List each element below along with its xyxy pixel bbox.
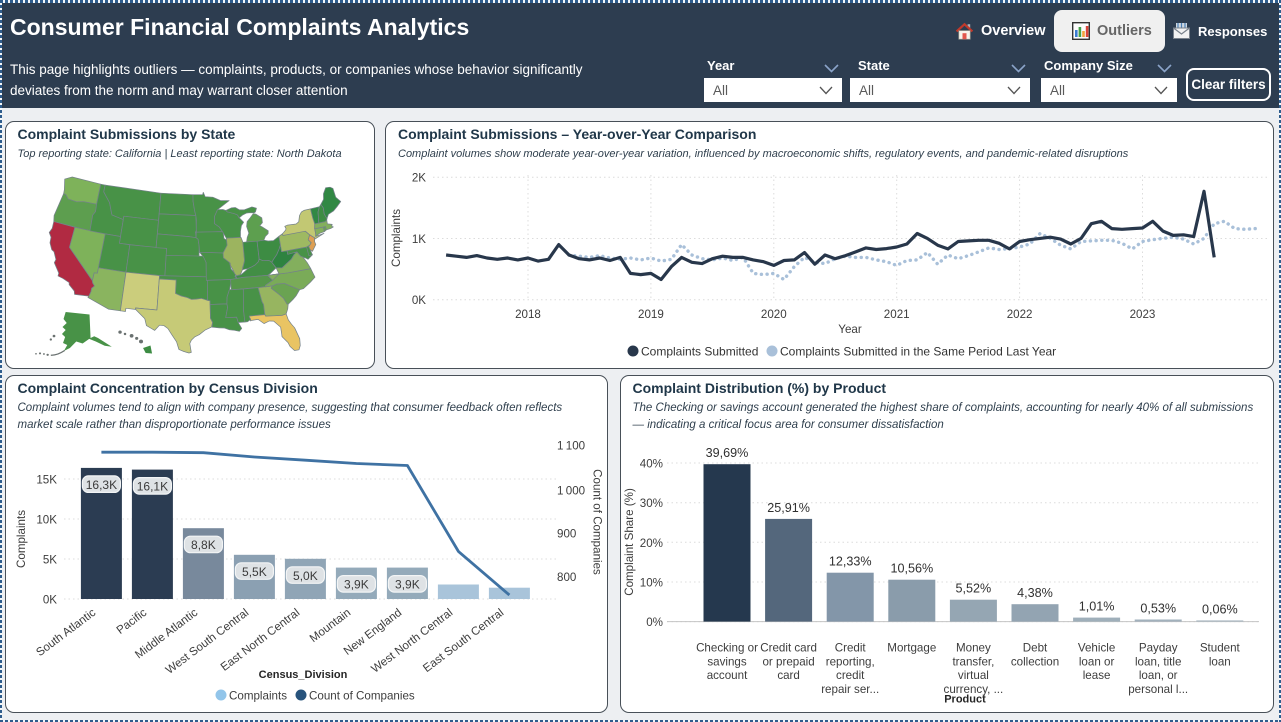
svg-text:personal l...: personal l... [1128, 682, 1188, 695]
svg-text:collection: collection [1011, 655, 1059, 668]
svg-text:10K: 10K [36, 513, 57, 526]
svg-text:40%: 40% [640, 457, 663, 470]
svg-text:20%: 20% [640, 536, 663, 549]
svg-text:30%: 30% [640, 497, 663, 510]
svg-text:reporting,: reporting, [826, 655, 875, 668]
svg-text:12,33%: 12,33% [829, 554, 872, 568]
svg-text:0K: 0K [412, 294, 426, 307]
svg-text:Year: Year [838, 323, 862, 336]
svg-text:10%: 10% [640, 576, 663, 589]
svg-text:Vehicle: Vehicle [1078, 641, 1115, 654]
svg-text:Credit: Credit [835, 641, 867, 654]
svg-text:Complaints: Complaints [15, 509, 28, 567]
svg-text:account: account [707, 669, 748, 682]
svg-text:card: card [777, 669, 800, 682]
svg-text:16,1K: 16,1K [137, 479, 168, 493]
svg-text:Complaints: Complaints [229, 689, 287, 702]
svg-text:Checking or: Checking or [696, 641, 758, 654]
svg-text:3,9K: 3,9K [344, 577, 369, 591]
svg-text:25,91%: 25,91% [767, 500, 810, 514]
svg-text:8,8K: 8,8K [191, 538, 216, 552]
svg-text:Money: Money [956, 641, 991, 654]
svg-text:Complaint Share (%): Complaint Share (%) [623, 488, 636, 596]
svg-text:Debt: Debt [1023, 641, 1048, 654]
svg-text:Pacific: Pacific [114, 605, 149, 636]
svg-text:5,52%: 5,52% [956, 581, 992, 595]
svg-text:2023: 2023 [1130, 308, 1156, 321]
svg-text:Census_Division: Census_Division [259, 669, 348, 681]
svg-text:currency, ...: currency, ... [944, 682, 1004, 695]
svg-text:Complaints Submitted: Complaints Submitted [641, 344, 758, 358]
svg-text:1K: 1K [412, 233, 426, 246]
svg-text:Payday: Payday [1139, 641, 1178, 654]
svg-text:3,9K: 3,9K [395, 577, 420, 591]
svg-text:5,5K: 5,5K [242, 564, 267, 578]
svg-text:Product: Product [944, 693, 986, 705]
svg-text:0,06%: 0,06% [1202, 602, 1238, 616]
svg-text:Count of Companies: Count of Companies [591, 469, 604, 575]
svg-text:lease: lease [1083, 669, 1111, 682]
svg-text:Complaints: Complaints [390, 208, 403, 266]
svg-text:loan or: loan or [1079, 655, 1115, 668]
svg-text:2022: 2022 [1007, 308, 1033, 321]
svg-text:1 000: 1 000 [557, 484, 585, 497]
svg-text:0,53%: 0,53% [1140, 601, 1176, 615]
svg-text:South Atlantic: South Atlantic [34, 605, 99, 658]
svg-text:virtual: virtual [958, 669, 989, 682]
svg-text:Count of Companies: Count of Companies [309, 689, 415, 702]
svg-text:5K: 5K [43, 553, 57, 566]
svg-text:loan, title: loan, title [1135, 655, 1181, 668]
svg-text:2K: 2K [412, 171, 426, 184]
svg-text:savings: savings [707, 655, 747, 668]
svg-text:credit: credit [836, 669, 865, 682]
svg-text:Mortgage: Mortgage [887, 641, 936, 654]
svg-text:10,56%: 10,56% [890, 561, 933, 575]
svg-text:2020: 2020 [761, 308, 787, 321]
svg-text:2018: 2018 [515, 308, 541, 321]
svg-text:or prepaid: or prepaid [762, 655, 814, 668]
svg-text:0K: 0K [43, 593, 57, 606]
svg-text:800: 800 [557, 571, 576, 584]
svg-text:loan: loan [1209, 655, 1231, 668]
svg-text:16,3K: 16,3K [86, 477, 117, 491]
svg-text:Complaints Submitted in the Sa: Complaints Submitted in the Same Period … [780, 344, 1056, 358]
svg-text:4,38%: 4,38% [1017, 586, 1053, 600]
svg-text:0%: 0% [646, 616, 663, 629]
svg-text:Mountain: Mountain [307, 606, 353, 645]
svg-text:1 100: 1 100 [557, 439, 585, 452]
svg-text:5,0K: 5,0K [293, 568, 318, 582]
svg-text:15K: 15K [36, 473, 57, 486]
svg-text:2021: 2021 [884, 308, 910, 321]
svg-text:1,01%: 1,01% [1079, 599, 1115, 613]
svg-text:West South Central: West South Central [163, 606, 251, 677]
svg-text:Student: Student [1200, 641, 1241, 654]
svg-text:2019: 2019 [638, 308, 664, 321]
svg-text:loan, or: loan, or [1139, 669, 1178, 682]
svg-text:repair ser...: repair ser... [821, 682, 879, 695]
svg-text:Credit card: Credit card [760, 641, 817, 654]
svg-text:transfer,: transfer, [952, 655, 994, 668]
svg-text:39,69%: 39,69% [706, 446, 749, 460]
svg-text:900: 900 [557, 527, 576, 540]
